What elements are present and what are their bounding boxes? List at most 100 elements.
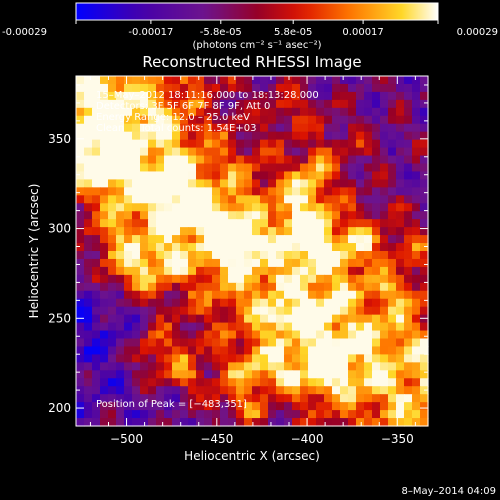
heatmap-pixel — [260, 99, 269, 109]
heatmap-pixel — [100, 282, 109, 292]
heatmap-pixel — [292, 99, 301, 109]
heatmap-pixel — [84, 131, 93, 141]
heatmap-pixel — [284, 107, 293, 117]
heatmap-pixel — [116, 346, 125, 355]
heatmap-pixel — [284, 179, 293, 188]
heatmap-pixel — [284, 306, 293, 316]
heatmap-pixel — [372, 402, 381, 411]
heatmap-pixel — [356, 258, 365, 268]
heatmap-pixel — [332, 378, 341, 387]
heatmap-pixel — [124, 362, 133, 371]
heatmap-pixel — [420, 418, 429, 427]
heatmap-pixel — [396, 346, 405, 355]
heatmap-pixel — [404, 99, 413, 109]
heatmap-pixel — [116, 147, 125, 157]
heatmap-pixel — [356, 362, 365, 371]
heatmap-pixel — [212, 282, 221, 292]
heatmap-pixel — [140, 362, 149, 371]
heatmap-pixel — [372, 243, 381, 252]
heatmap-pixel — [268, 330, 277, 340]
heatmap-pixel — [388, 139, 397, 149]
heatmap-pixel — [116, 258, 125, 268]
heatmap-pixel — [116, 179, 125, 188]
heatmap-pixel — [124, 402, 133, 411]
heatmap-pixel — [228, 394, 237, 403]
heatmap-pixel — [388, 274, 397, 284]
heatmap-pixel — [100, 227, 109, 236]
heatmap-pixel — [292, 243, 301, 252]
heatmap-pixel — [188, 322, 197, 332]
heatmap-pixel — [404, 139, 413, 149]
heatmap-pixel — [84, 386, 93, 395]
heatmap-pixel — [212, 131, 221, 141]
heatmap-pixel — [124, 179, 133, 188]
heatmap-pixel — [404, 203, 413, 212]
heatmap-pixel — [108, 115, 117, 125]
heatmap-pixel — [172, 362, 181, 371]
heatmap-pixel — [380, 266, 389, 276]
heatmap-pixel — [188, 243, 197, 252]
heatmap-pixel — [140, 298, 149, 308]
heatmap-pixel — [292, 251, 301, 260]
heatmap-pixel — [172, 370, 181, 379]
heatmap-pixel — [132, 251, 141, 260]
heatmap-pixel — [244, 147, 253, 157]
heatmap-pixel — [220, 219, 229, 228]
heatmap-pixel — [324, 131, 333, 141]
heatmap-pixel — [156, 418, 165, 427]
heatmap-pixel — [92, 266, 101, 276]
heatmap-pixel — [220, 131, 229, 141]
heatmap-pixel — [124, 330, 133, 340]
heatmap-pixel — [380, 99, 389, 109]
heatmap-pixel — [276, 410, 285, 419]
heatmap-pixel — [396, 155, 405, 165]
heatmap-pixel — [172, 274, 181, 284]
y-axis-label: Heliocentric Y (arcsec) — [27, 184, 41, 319]
heatmap-pixel — [164, 227, 173, 236]
heatmap-pixel — [84, 203, 93, 212]
heatmap-pixel — [284, 298, 293, 308]
heatmap-pixel — [244, 99, 253, 109]
heatmap-pixel — [348, 290, 357, 300]
heatmap-pixel — [420, 115, 429, 125]
heatmap-pixel — [356, 187, 365, 196]
heatmap-pixel — [156, 314, 165, 324]
heatmap-pixel — [180, 274, 189, 284]
heatmap-pixel — [396, 171, 405, 180]
heatmap-pixel — [324, 243, 333, 252]
heatmap-pixel — [316, 139, 325, 149]
heatmap-pixel — [180, 107, 189, 117]
heatmap-pixel — [372, 394, 381, 403]
heatmap-pixel — [292, 91, 301, 101]
heatmap-pixel — [284, 99, 293, 109]
heatmap-pixel — [356, 131, 365, 141]
heatmap-pixel — [180, 418, 189, 427]
heatmap-pixel — [228, 322, 237, 332]
heatmap-pixel — [420, 274, 429, 284]
heatmap-pixel — [284, 91, 293, 101]
heatmap-pixel — [132, 330, 141, 340]
heatmap-pixel — [292, 362, 301, 371]
heatmap-pixel — [276, 251, 285, 260]
heatmap-pixel — [364, 99, 373, 109]
heatmap-pixel — [188, 219, 197, 228]
heatmap-pixel — [348, 346, 357, 355]
heatmap-pixel — [412, 418, 421, 427]
heatmap-pixel — [396, 298, 405, 308]
heatmap-pixel — [220, 195, 229, 204]
heatmap-pixel — [340, 290, 349, 300]
annotation-counts: Clean Total counts: 1.54E+03 — [96, 123, 256, 134]
heatmap-pixel — [84, 76, 93, 85]
heatmap-pixel — [356, 243, 365, 252]
heatmap-pixel — [356, 147, 365, 157]
heatmap-pixel — [332, 227, 341, 236]
heatmap-pixel — [188, 402, 197, 411]
heatmap-pixel — [220, 290, 229, 300]
heatmap-pixel — [420, 338, 429, 348]
heatmap-pixel — [380, 83, 389, 93]
heatmap-pixel — [236, 107, 245, 117]
heatmap-pixel — [396, 306, 405, 316]
heatmap-pixel — [116, 235, 125, 244]
heatmap-pixel — [284, 410, 293, 419]
heatmap-pixel — [340, 187, 349, 196]
